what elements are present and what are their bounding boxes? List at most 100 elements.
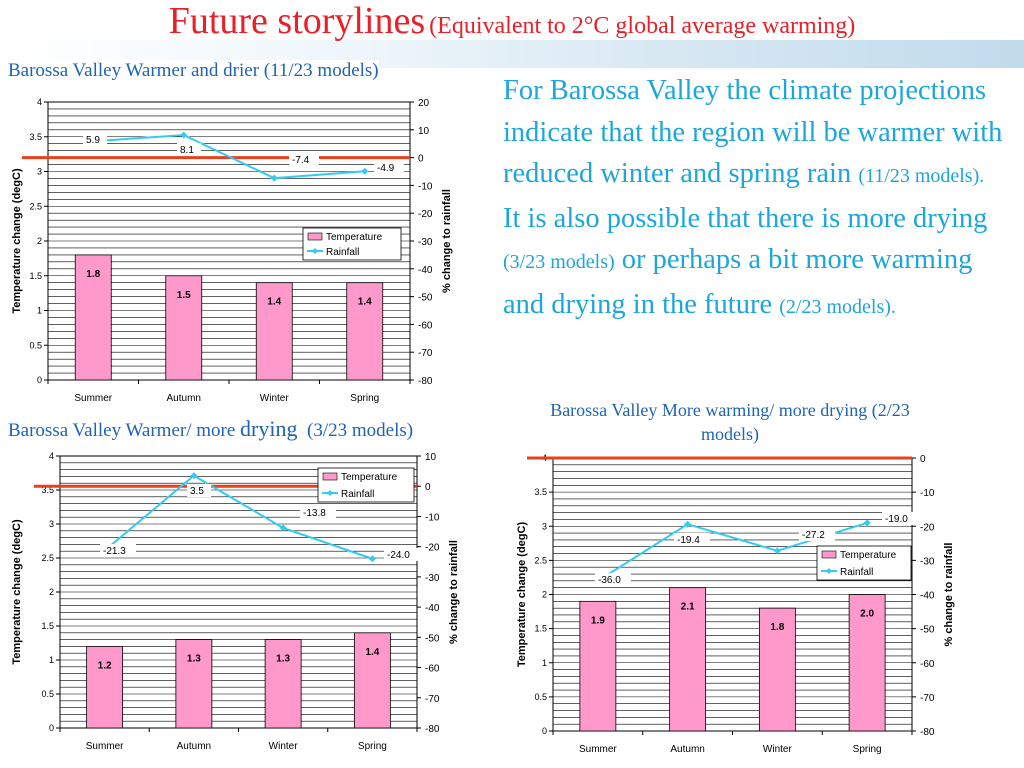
y2-tick-label: -70 xyxy=(425,694,440,705)
y-tick-label: 4 xyxy=(49,451,54,461)
body-p3-models: (2/23 models). xyxy=(779,295,896,318)
y-tick-label: 2 xyxy=(49,587,54,597)
y-tick-label: 3.5 xyxy=(534,487,547,497)
y-axis-label: Temperature change (degC) xyxy=(11,168,23,314)
rainfall-line xyxy=(103,474,373,560)
rainfall-label-bg xyxy=(100,544,136,557)
y2-tick-label: -20 xyxy=(418,209,433,220)
rainfall-marker xyxy=(863,519,871,527)
chart-warmer-more-drying: 0 0.5 1 1.5 2 2.5 3 3.5 4 -80 -70 -60 -50 -40 -30 -20 -1… xyxy=(11,451,460,752)
legend-temperature-swatch xyxy=(307,232,323,241)
y-tick-label: 1.5 xyxy=(29,271,42,281)
rainfall-data-label: 3.5 xyxy=(190,486,204,497)
rainfall-line xyxy=(93,134,365,180)
temperature-bar xyxy=(353,632,391,729)
y2-tick-label: -70 xyxy=(418,348,433,359)
chart-warmer-drier: 0 0.5 1 1.5 2 2.5 3 3.5 4 -80 -70 -60 -50 -40 -30 -20 -1… xyxy=(11,97,453,404)
x-tick-label: Spring xyxy=(358,741,387,752)
temperature-bar xyxy=(758,607,796,732)
y2-tick-label: -60 xyxy=(920,659,935,670)
y-axis-label: Temperature change (degC) xyxy=(11,519,23,665)
legend-rainfall-marker xyxy=(327,490,333,496)
y-tick-label: 3 xyxy=(542,521,547,531)
rainfall-label-bg xyxy=(289,153,319,166)
rainfall-label-bg xyxy=(374,161,404,174)
y2-tick-label: -40 xyxy=(418,265,433,276)
y-tick-label: 1 xyxy=(37,306,42,316)
rainfall-label-bg xyxy=(882,512,918,525)
chart2-caption-a: Barossa Valley Warmer/ more xyxy=(8,420,236,441)
rainfall-label-bg xyxy=(187,484,211,497)
y-tick-label: 1 xyxy=(49,655,54,665)
chart2-caption: Barossa Valley Warmer/ more drying (3/23… xyxy=(0,416,470,446)
rainfall-marker xyxy=(773,547,781,555)
y-tick-label: 0.5 xyxy=(534,692,547,702)
legend-temperature-label: Temperature xyxy=(341,472,398,483)
y-tick-label: 4 xyxy=(37,97,42,107)
legend-temperature-swatch xyxy=(322,472,338,481)
y2-tick-label: 0 xyxy=(425,482,431,493)
y-tick-label: 3.5 xyxy=(41,485,54,495)
y-tick-label: 0 xyxy=(49,723,54,733)
x-tick-label: Summer xyxy=(86,741,124,752)
body-p1-models: (11/23 models). xyxy=(858,165,985,187)
rainfall-label-bg xyxy=(300,506,336,519)
legend-rainfall-label: Rainfall xyxy=(840,567,873,578)
temperature-bar xyxy=(579,600,617,732)
rainfall-label-bg xyxy=(177,143,201,156)
rainfall-data-label: -27.2 xyxy=(802,530,825,541)
y2-tick-label: -40 xyxy=(425,603,440,614)
temperature-data-label: 1.2 xyxy=(98,660,112,671)
y2-tick-label: 10 xyxy=(418,126,430,137)
title-main: Future storylines xyxy=(168,0,426,42)
y-tick-label: 3.5 xyxy=(29,132,42,142)
y2-tick-label: -30 xyxy=(418,237,433,248)
y-tick-label: 2 xyxy=(542,590,547,600)
chart2-caption-c: (3/23 models) xyxy=(307,420,414,441)
body-p2-models: (3/23 models) xyxy=(503,251,615,273)
y-tick-label: 3 xyxy=(37,167,42,177)
temperature-data-label: 1.3 xyxy=(276,654,290,665)
x-tick-label: Autumn xyxy=(177,741,211,752)
rainfall-marker xyxy=(180,131,188,139)
chart2-caption-b: drying xyxy=(240,416,298,441)
y2-tick-label: -60 xyxy=(425,664,440,675)
temperature-bar xyxy=(175,639,213,729)
y2-tick-label: -40 xyxy=(920,591,935,602)
y-tick-label: 3 xyxy=(49,519,54,529)
y2-axis-label: % change to rainfall xyxy=(441,189,453,293)
y2-tick-label: -20 xyxy=(920,522,935,533)
legend-temperature-label: Temperature xyxy=(840,550,897,561)
chart-more-warming-drying: 00.511.522.533.54-80-70-60-50-40-30-20-1… xyxy=(516,453,955,755)
x-tick-label: Summer xyxy=(74,393,112,404)
temperature-data-label: 1.9 xyxy=(591,615,605,626)
temperature-bar xyxy=(86,645,124,729)
rainfall-data-label: -19.4 xyxy=(677,535,700,546)
temperature-bar xyxy=(74,254,112,381)
temperature-bar xyxy=(848,594,886,732)
temperature-data-label: 2.1 xyxy=(681,602,695,613)
y-tick-label: 1.5 xyxy=(534,624,547,634)
y2-tick-label: 10 xyxy=(425,452,437,463)
x-tick-label: Winter xyxy=(763,744,793,755)
rainfall-data-label: -36.0 xyxy=(598,575,621,586)
rainfall-marker xyxy=(279,524,287,532)
rainfall-data-label: -19.0 xyxy=(885,514,908,525)
y2-tick-label: -70 xyxy=(920,693,935,704)
x-tick-label: Spring xyxy=(350,393,379,404)
temperature-bar xyxy=(346,282,384,381)
temperature-data-label: 2.0 xyxy=(860,609,874,620)
temperature-data-label: 1.3 xyxy=(187,654,201,665)
y2-tick-label: -80 xyxy=(425,724,440,735)
y-tick-label: 1.5 xyxy=(41,621,54,631)
temperature-bar xyxy=(264,639,302,729)
y-tick-label: 2.5 xyxy=(41,553,54,563)
body-p3: or perhaps a bit more warming and drying… xyxy=(503,244,973,320)
y-tick-label: 0 xyxy=(542,726,547,736)
rainfall-marker xyxy=(270,174,278,182)
y2-axis-label: % change to rainfall xyxy=(943,543,955,647)
y-tick-label: 0.5 xyxy=(29,340,42,350)
y2-tick-label: -50 xyxy=(418,293,433,304)
y2-tick-label: -20 xyxy=(425,543,440,554)
x-tick-label: Spring xyxy=(853,744,882,755)
